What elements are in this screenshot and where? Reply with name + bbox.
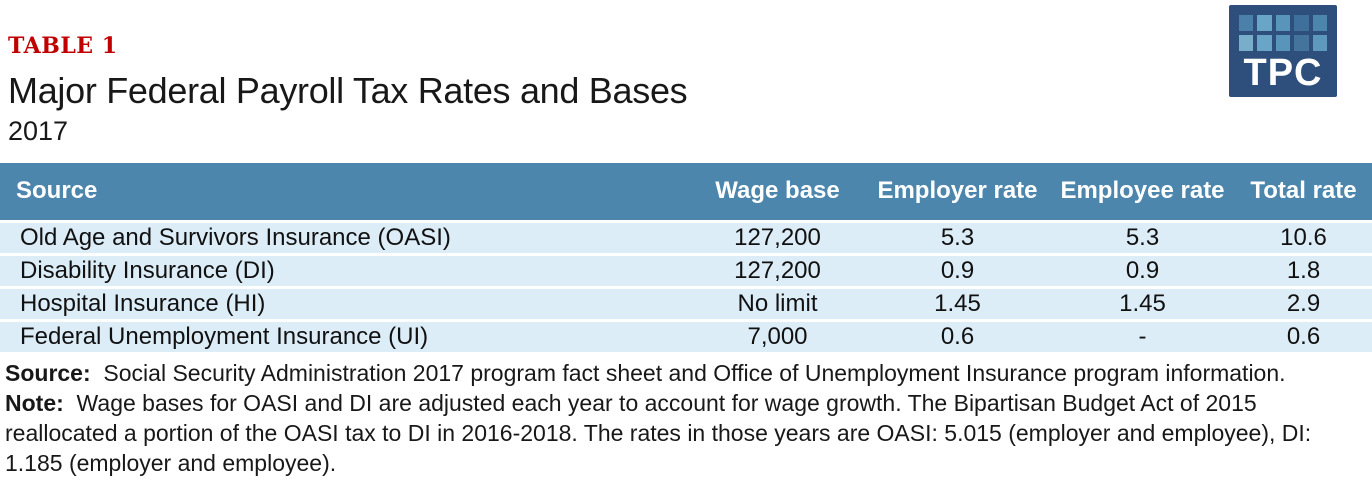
table-cell-total-rate: 10.6 bbox=[1235, 219, 1372, 254]
table-cell-total-rate: 1.8 bbox=[1235, 252, 1372, 287]
footnote-note-line-1: Note: Wage bases for OASI and DI are adj… bbox=[5, 388, 1372, 418]
logo-wordmark: TPC bbox=[1243, 52, 1323, 94]
subtitle-year: 2017 bbox=[8, 116, 69, 146]
table-row: Disability Insurance (DI) 127,200 0.9 0.… bbox=[0, 252, 1372, 287]
page-title: Major Federal Payroll Tax Rates and Base… bbox=[8, 70, 688, 111]
table-row: Federal Unemployment Insurance (UI) 7,00… bbox=[0, 318, 1372, 352]
footnotes: Source: Social Security Administration 2… bbox=[0, 358, 1372, 478]
table-cell-wage-base: 127,200 bbox=[690, 252, 865, 287]
table-cell-employer-rate: 0.9 bbox=[865, 252, 1050, 287]
footnote-source-line: Source: Social Security Administration 2… bbox=[5, 358, 1372, 388]
payroll-tax-table: Source Wage base Employer rate Employee … bbox=[0, 163, 1372, 352]
figure-header: TABLE 1 Major Federal Payroll Tax Rates … bbox=[0, 0, 1372, 145]
table-cell-employer-rate: 1.45 bbox=[865, 285, 1050, 320]
footnote-note-line-2: reallocated a portion of the OASI tax to… bbox=[5, 418, 1372, 448]
column-header-total-rate: Total rate bbox=[1250, 177, 1357, 205]
footnote-note-label: Note: bbox=[5, 389, 64, 416]
table-cell-employee-rate: 5.3 bbox=[1050, 219, 1235, 254]
footnote-source-label: Source: bbox=[5, 359, 91, 386]
table-row: Hospital Insurance (HI) No limit 1.45 1.… bbox=[0, 285, 1372, 320]
table-cell-total-rate: 2.9 bbox=[1235, 285, 1372, 320]
column-header-employee-rate: Employee rate bbox=[1060, 177, 1225, 205]
footnote-source-text: Social Security Administration 2017 prog… bbox=[90, 359, 1286, 386]
column-header-employer-rate: Employer rate bbox=[877, 177, 1038, 205]
table-cell-wage-base: 127,200 bbox=[690, 219, 865, 254]
footnote-note-text-3: 1.185 (employer and employee). bbox=[5, 449, 337, 476]
footnote-note-text-1: Wage bases for OASI and DI are adjusted … bbox=[63, 389, 1257, 416]
table-cell-employee-rate: 0.9 bbox=[1050, 252, 1235, 287]
table-cell-source: Hospital Insurance (HI) bbox=[0, 285, 690, 320]
table-cell-total-rate: 0.6 bbox=[1235, 318, 1372, 352]
table-header-row: Source Wage base Employer rate Employee … bbox=[0, 163, 1372, 221]
table-cell-wage-base: No limit bbox=[690, 285, 865, 320]
table-cell-employer-rate: 5.3 bbox=[865, 219, 1050, 254]
column-header-source: Source bbox=[16, 177, 98, 205]
table-cell-source: Federal Unemployment Insurance (UI) bbox=[0, 318, 690, 352]
table-cell-employee-rate: - bbox=[1050, 318, 1235, 352]
table-cell-employer-rate: 0.6 bbox=[865, 318, 1050, 352]
tpc-logo: TPC bbox=[1229, 5, 1337, 97]
table-cell-source: Old Age and Survivors Insurance (OASI) bbox=[0, 219, 690, 254]
table-cell-wage-base: 7,000 bbox=[690, 318, 865, 352]
footnote-note-text-2: reallocated a portion of the OASI tax to… bbox=[5, 419, 1312, 446]
logo-squares-icon bbox=[1239, 15, 1327, 51]
footnote-note-line-3: 1.185 (employer and employee). bbox=[5, 448, 1372, 478]
table-row: Old Age and Survivors Insurance (OASI) 1… bbox=[0, 219, 1372, 254]
table-cell-employee-rate: 1.45 bbox=[1050, 285, 1235, 320]
table-cell-source: Disability Insurance (DI) bbox=[0, 252, 690, 287]
column-header-wage-base: Wage base bbox=[715, 177, 840, 205]
table-number-label: TABLE 1 bbox=[8, 33, 118, 59]
